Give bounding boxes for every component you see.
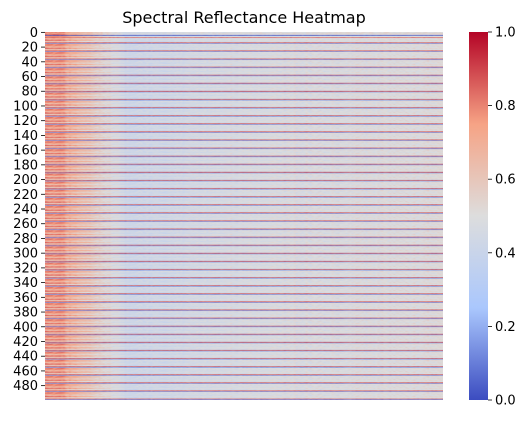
- y-tick-label: 380: [13, 306, 38, 321]
- y-tick-label: 320: [13, 261, 38, 276]
- y-tick-label: 300: [13, 247, 38, 262]
- colorbar-tick-label: 1.0: [495, 26, 516, 41]
- y-tick-label: 180: [13, 158, 38, 173]
- heatmap-cells: [45, 32, 443, 400]
- colorbar-tick-label: 0.0: [495, 394, 516, 409]
- y-tick-label: 220: [13, 188, 38, 203]
- y-tick-label: 420: [13, 335, 38, 350]
- colorbar-ticks: 0.0 0.2 0.4 0.6 0.8 1.0: [488, 26, 516, 409]
- y-axis: 0204060801001201401601802002202402602803…: [13, 26, 45, 394]
- y-tick-label: 440: [13, 350, 38, 365]
- y-tick-label: 200: [13, 173, 38, 188]
- colorbar: 0.0 0.2 0.4 0.6 0.8 1.0: [469, 26, 516, 409]
- y-tick-label: 60: [21, 70, 38, 85]
- y-tick-label: 360: [13, 291, 38, 306]
- y-tick-label: 80: [21, 85, 38, 100]
- heatmap-plot-area: [45, 32, 443, 400]
- y-tick-label: 340: [13, 276, 38, 291]
- y-tick-label: 240: [13, 203, 38, 218]
- y-tick-label: 400: [13, 320, 38, 335]
- y-tick-label: 100: [13, 99, 38, 114]
- chart-title: Spectral Reflectance Heatmap: [122, 8, 366, 27]
- y-tick-label: 140: [13, 129, 38, 144]
- colorbar-gradient: [469, 32, 488, 400]
- colorbar-tick-label: 0.2: [495, 320, 516, 335]
- colorbar-tick-label: 0.6: [495, 173, 516, 188]
- y-tick-label: 120: [13, 114, 38, 129]
- y-tick-label: 160: [13, 144, 38, 159]
- y-tick-label: 260: [13, 217, 38, 232]
- y-tick-label: 0: [30, 26, 38, 41]
- colorbar-tick-label: 0.4: [495, 246, 516, 261]
- y-tick-label: 460: [13, 364, 38, 379]
- colorbar-tick-label: 0.8: [495, 99, 516, 114]
- y-tick-label: 280: [13, 232, 38, 247]
- y-tick-label: 480: [13, 379, 38, 394]
- y-tick-label: 40: [21, 55, 38, 70]
- y-tick-label: 20: [21, 41, 38, 56]
